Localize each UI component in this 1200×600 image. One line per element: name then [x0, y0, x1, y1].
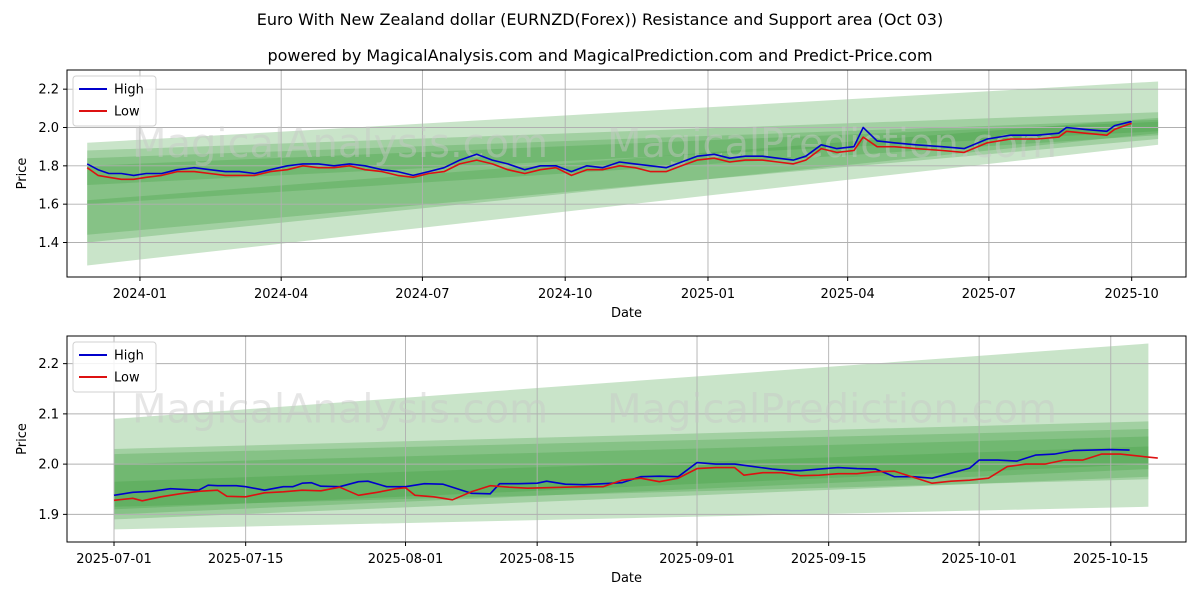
- y-axis-label: Price: [15, 158, 30, 190]
- series-group: [86, 121, 1132, 181]
- y-tick-label: 2.2: [38, 83, 59, 98]
- panel-full-period: MagicalAnalysis.com MagicalPrediction.com…: [15, 69, 1187, 321]
- legend-label-high: High: [114, 349, 144, 364]
- support-resistance-band-4: [114, 436, 1149, 510]
- support-resistance-band-5: [114, 446, 1149, 507]
- x-axis-label: Date: [611, 571, 642, 586]
- legend-label-low: Low: [114, 105, 140, 120]
- x-tick-label: 2025-07-15: [208, 552, 284, 567]
- chart-subtitle: powered by MagicalAnalysis.com and Magic…: [267, 46, 933, 65]
- series-line-low: [86, 122, 1132, 181]
- y-tick-label: 1.8: [38, 159, 59, 174]
- support-resistance-band-5: [87, 121, 1159, 185]
- series-group: [113, 448, 1158, 502]
- panel-zoom-period: MagicalAnalysis.com MagicalPrediction.com…: [15, 335, 1187, 586]
- support-resistance-band-4: [87, 117, 1159, 243]
- x-tick-label: 2025-04: [820, 287, 874, 302]
- watermark-magicalprediction: MagicalPrediction.com: [607, 387, 1057, 433]
- axes-frame: [66, 69, 1187, 278]
- band-group: [87, 81, 1159, 266]
- band-group: [114, 343, 1149, 530]
- series-line-high: [86, 121, 1132, 177]
- support-resistance-band-2: [114, 421, 1149, 520]
- x-axis-label: Date: [611, 306, 642, 321]
- watermark-magicalanalysis: MagicalAnalysis.com: [132, 387, 548, 433]
- x-tick-label: 2024-07: [395, 287, 449, 302]
- y-tick-label: 1.4: [38, 236, 59, 251]
- y-tick-label: 1.9: [38, 508, 59, 523]
- x-tick-label: 2025-01: [681, 287, 735, 302]
- x-tick-label: 2025-07: [962, 287, 1016, 302]
- x-tick-label: 2024-04: [254, 287, 308, 302]
- y-tick-label: 2.1: [38, 407, 59, 422]
- series-line-low: [113, 453, 1158, 502]
- x-tick-label: 2025-10-01: [941, 552, 1017, 567]
- axes-frame: [66, 335, 1187, 543]
- y-tick-label: 2.0: [38, 458, 59, 473]
- x-tick-label: 2025-10: [1105, 287, 1159, 302]
- watermark-magicalprediction: MagicalPrediction.com: [607, 121, 1057, 167]
- x-tick-label: 2024-01: [113, 287, 167, 302]
- y-axis-label: Price: [15, 423, 30, 455]
- x-tick-label: 2025-09-01: [659, 552, 735, 567]
- y-tick-label: 1.6: [38, 198, 59, 213]
- series-line-high: [113, 448, 1130, 497]
- x-tick-label: 2025-08-15: [499, 552, 575, 567]
- x-tick-label: 2025-10-15: [1073, 552, 1149, 567]
- y-tick-label: 2.2: [38, 357, 59, 372]
- legend-label-low: Low: [114, 371, 140, 386]
- x-tick-label: 2024-10: [538, 287, 592, 302]
- x-tick-label: 2025-07-01: [76, 552, 152, 567]
- watermark-magicalanalysis: MagicalAnalysis.com: [132, 121, 548, 167]
- y-tick-label: 2.0: [38, 121, 59, 136]
- x-tick-label: 2025-08-01: [368, 552, 444, 567]
- chart-title: Euro With New Zealand dollar (EURNZD(For…: [256, 10, 944, 29]
- legend-label-high: High: [114, 83, 144, 98]
- x-tick-label: 2025-09-15: [791, 552, 867, 567]
